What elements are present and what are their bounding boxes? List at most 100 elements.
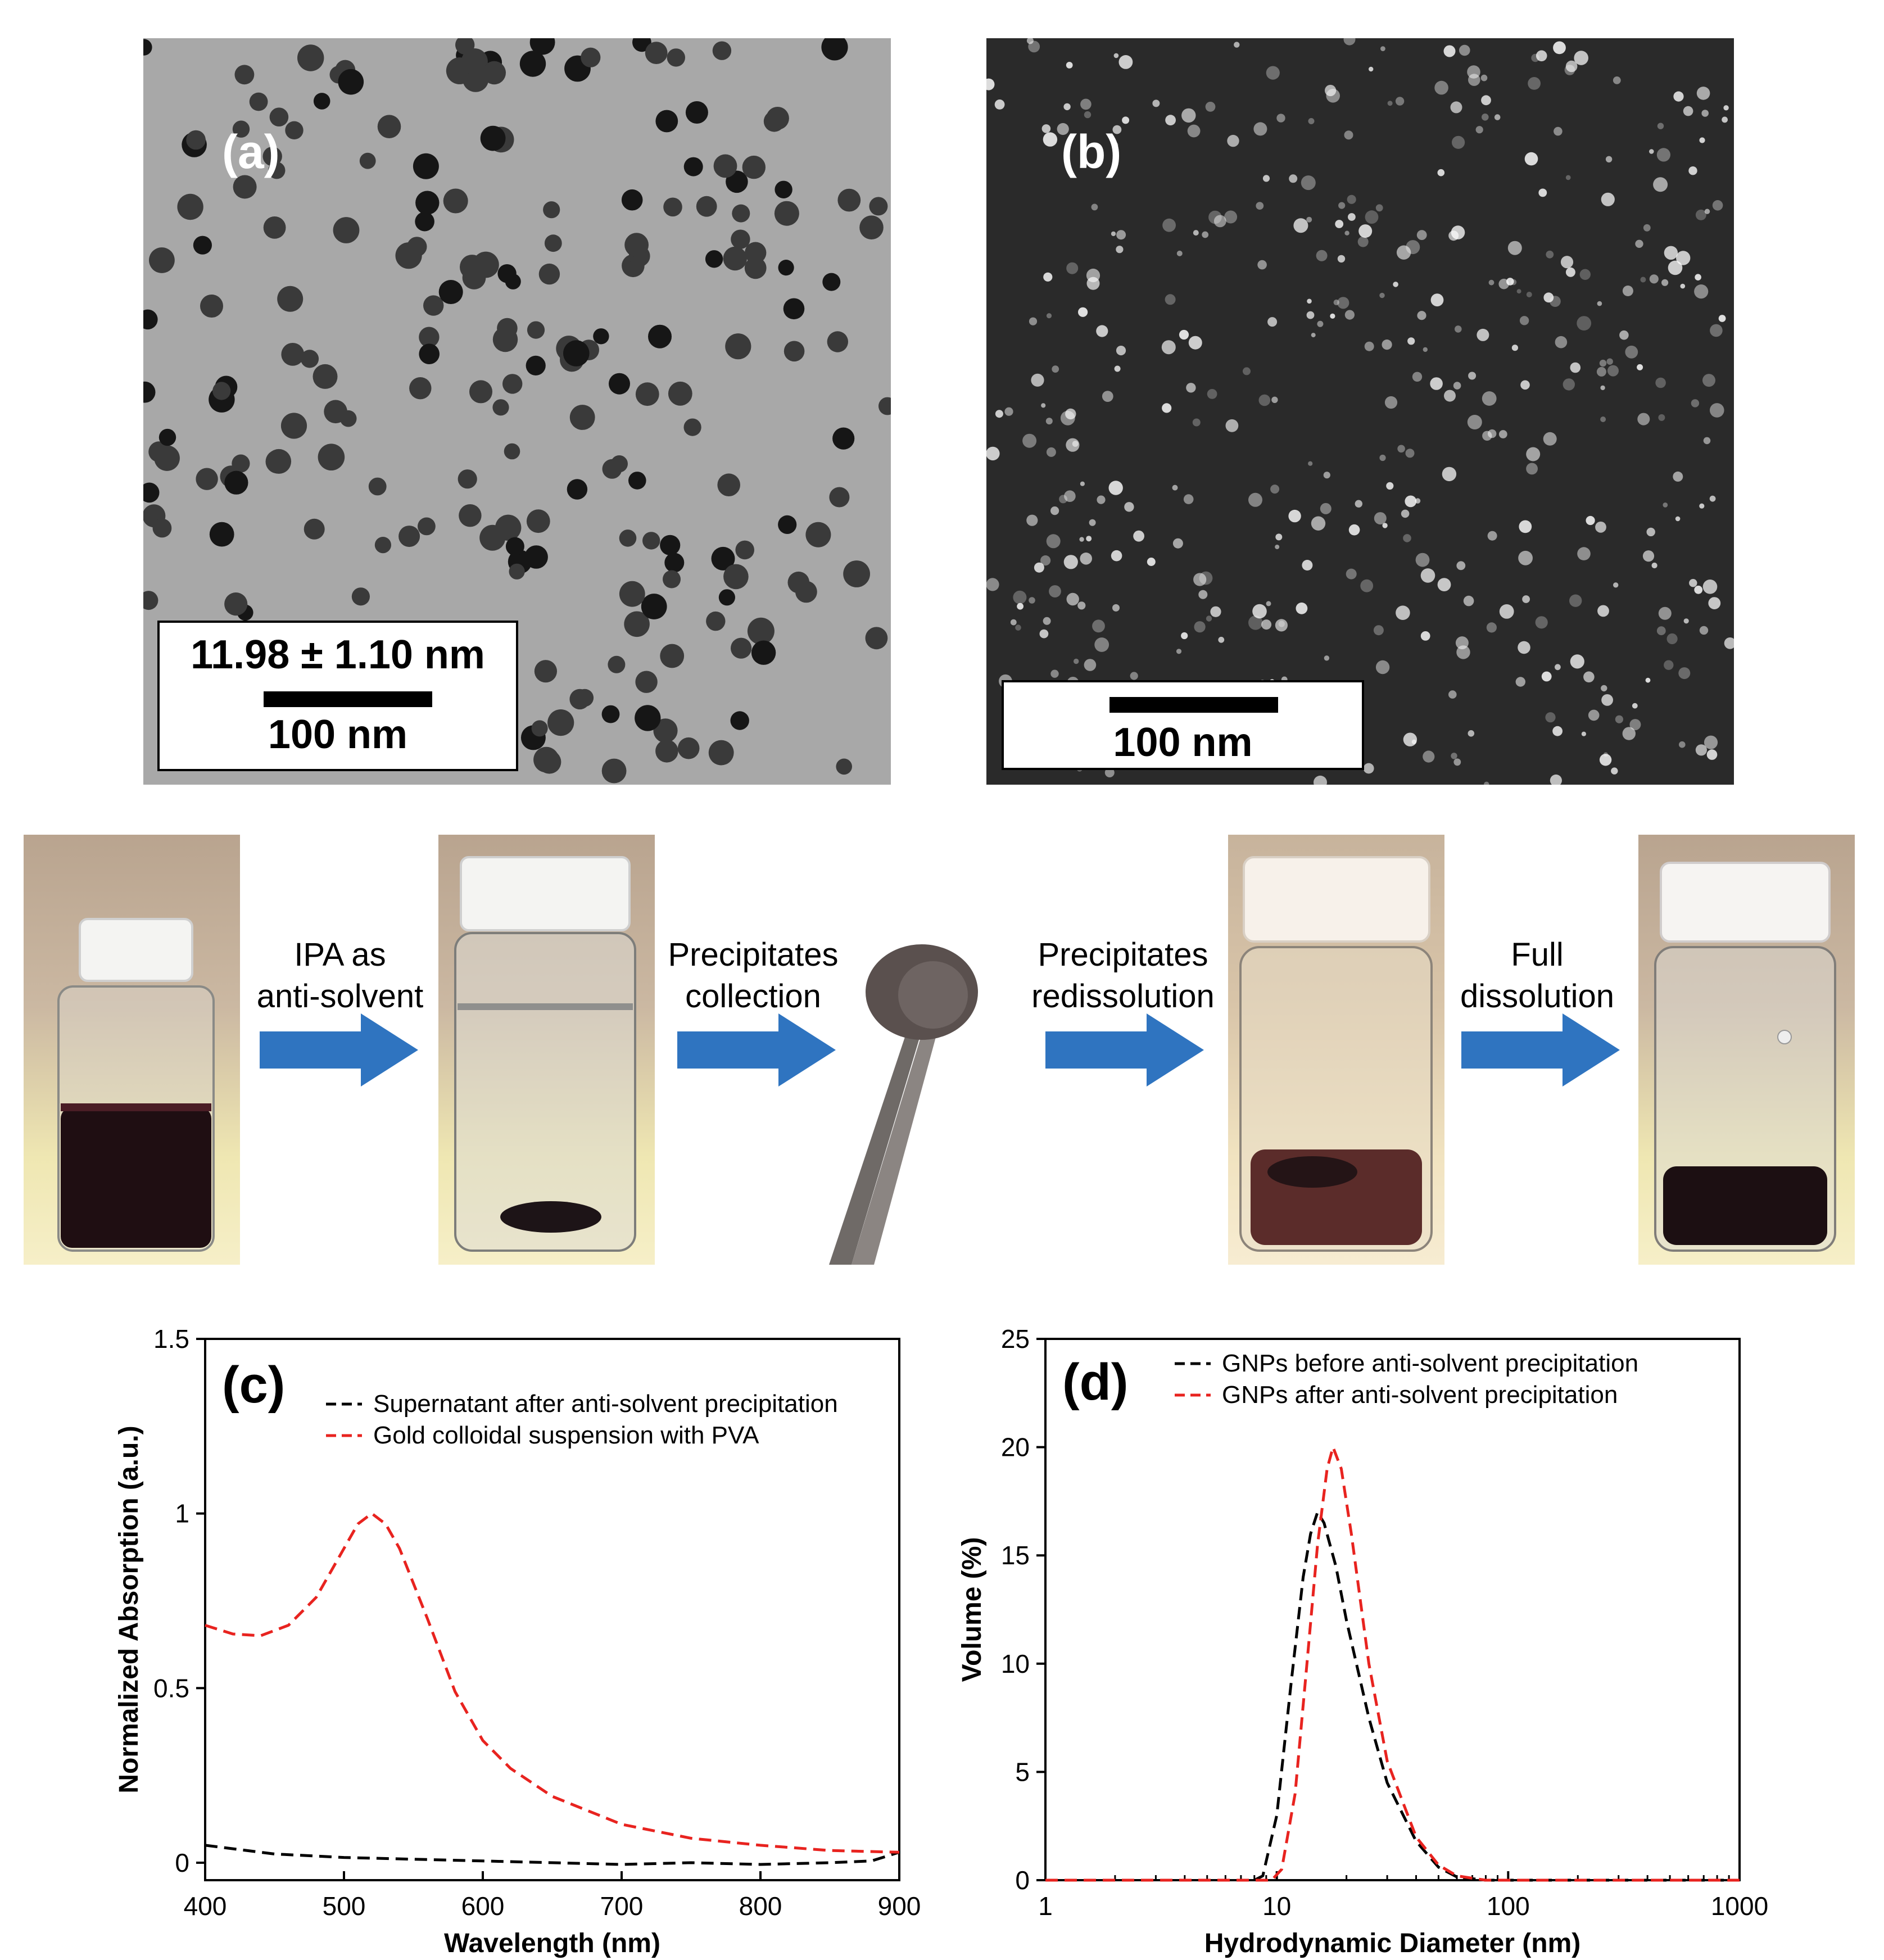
- bright-spot: [1316, 250, 1328, 261]
- nanoparticle: [519, 51, 546, 77]
- bright-spot: [1046, 534, 1061, 549]
- bright-spot: [1401, 509, 1410, 518]
- bright-spot: [1210, 606, 1221, 617]
- bright-spot: [1257, 260, 1267, 270]
- bright-spot: [1601, 192, 1615, 206]
- bright-spot: [1519, 520, 1532, 533]
- vial-illustration: [57, 918, 215, 1252]
- nanoparticle: [413, 153, 439, 179]
- bright-spot: [1430, 293, 1444, 307]
- bright-spot: [1031, 373, 1044, 387]
- bright-spot: [1411, 739, 1417, 745]
- arrow-right-icon: [1045, 1013, 1204, 1087]
- nanoparticle: [717, 473, 740, 496]
- bright-spot: [1063, 555, 1078, 569]
- bright-spot: [1072, 441, 1079, 447]
- bright-spot: [1046, 313, 1052, 319]
- bright-spot: [1560, 256, 1574, 269]
- bright-spot: [1314, 775, 1327, 785]
- nanoparticle: [415, 191, 440, 215]
- x-axis-label: Hydrodynamic Diameter (nm): [1204, 1929, 1581, 1958]
- bright-spot: [1172, 485, 1178, 491]
- panel-label: (d): [1062, 1354, 1128, 1411]
- nanoparticle: [642, 532, 660, 550]
- bright-spot: [1271, 396, 1278, 403]
- bright-spot: [1306, 311, 1315, 319]
- bright-spot: [1689, 579, 1697, 587]
- bright-spot: [1649, 149, 1654, 154]
- nanoparticle: [635, 671, 658, 693]
- bright-spot: [1358, 224, 1373, 238]
- nanoparticle: [318, 443, 345, 470]
- nanoparticle: [249, 92, 268, 111]
- nanoparticle: [280, 413, 307, 439]
- bright-spot: [1683, 618, 1689, 624]
- nanoparticle: [544, 234, 562, 252]
- nanoparticle: [186, 130, 206, 150]
- bright-spot: [1577, 316, 1592, 331]
- legend-label: GNPs before anti-solvent precipitation: [1222, 1350, 1638, 1377]
- bright-spot: [1487, 531, 1497, 541]
- x-tick-label: 500: [323, 1891, 366, 1921]
- y-tick-label: 0: [1015, 1866, 1030, 1895]
- nanoparticle: [351, 587, 370, 606]
- bright-spot: [1270, 485, 1280, 494]
- bright-spot: [1703, 437, 1711, 445]
- bright-spot: [1079, 537, 1084, 542]
- bright-spot: [1308, 461, 1313, 466]
- bright-spot: [1039, 629, 1049, 639]
- bright-spot: [1267, 317, 1278, 327]
- bright-spot: [1375, 204, 1383, 212]
- bright-spot: [1708, 597, 1721, 609]
- arrow-right-icon: [677, 1013, 836, 1087]
- bright-spot: [1526, 292, 1532, 297]
- x-tick-label: 10: [1262, 1891, 1291, 1921]
- arrow-right-icon: [260, 1013, 418, 1087]
- y-tick-label: 25: [1001, 1324, 1030, 1354]
- nanoparticle: [624, 233, 649, 257]
- bright-spot: [1375, 660, 1390, 675]
- bright-spot: [1208, 210, 1222, 224]
- bright-spot: [986, 78, 995, 90]
- bright-spot: [1407, 337, 1415, 345]
- vial-illustration: [1239, 856, 1433, 1252]
- bright-spot: [1601, 694, 1613, 706]
- bright-spot: [1455, 325, 1462, 333]
- bright-spot: [1675, 516, 1681, 522]
- bright-spot: [1004, 407, 1013, 416]
- nanoparticle: [712, 41, 732, 60]
- bright-spot: [1395, 97, 1405, 106]
- nanoparticle: [576, 689, 594, 707]
- step-label-line: dissolution: [1460, 978, 1615, 1015]
- bright-spot: [1059, 495, 1068, 504]
- step-label-line: anti-solvent: [256, 978, 424, 1015]
- bright-spot: [1535, 616, 1548, 629]
- bright-spot: [1658, 414, 1665, 421]
- bright-spot: [1337, 297, 1349, 309]
- nanoparticle: [377, 115, 401, 138]
- nanoparticle: [504, 443, 520, 460]
- panel-label-b: (b): [1061, 125, 1122, 178]
- nanoparticle: [459, 504, 482, 527]
- nanoparticle: [663, 197, 682, 217]
- bright-spot: [1113, 53, 1119, 58]
- bright-spot: [1694, 284, 1709, 299]
- step-label-line: Full: [1511, 936, 1564, 973]
- nanoparticle: [601, 705, 620, 723]
- bright-spot: [1188, 336, 1202, 350]
- nanoparticle: [878, 397, 891, 415]
- bright-spot: [1574, 51, 1588, 65]
- nanoparticle: [706, 611, 726, 631]
- bright-spot: [1080, 98, 1092, 110]
- bright-spot: [1130, 672, 1138, 680]
- arrow-right-icon: [1461, 1013, 1620, 1087]
- bright-spot: [1403, 732, 1417, 746]
- bright-spot: [1564, 65, 1575, 75]
- bright-spot: [1043, 617, 1051, 625]
- bright-spot: [1651, 562, 1657, 569]
- bright-spot: [1308, 118, 1315, 124]
- bright-spot: [1192, 418, 1201, 427]
- nanoparticle: [608, 655, 626, 673]
- plot-frame: [204, 1338, 900, 1881]
- bright-spot: [1526, 463, 1538, 475]
